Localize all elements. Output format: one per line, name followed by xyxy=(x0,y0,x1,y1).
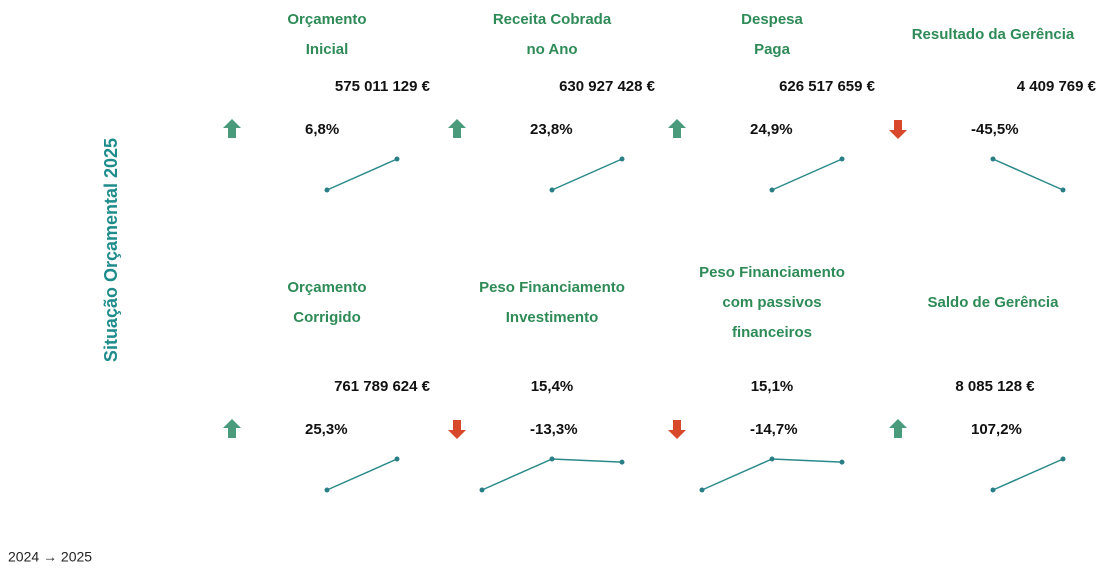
card-title: Corrigido xyxy=(293,309,361,326)
card-title: financeiros xyxy=(732,324,812,341)
sparkline-point xyxy=(619,156,625,162)
card-change: -45,5% xyxy=(971,121,1019,138)
dashboard-title: Situação Orçamental 2025 xyxy=(101,138,121,362)
card-value: 761 789 624 € xyxy=(334,378,431,395)
sparkline-point xyxy=(324,187,330,193)
sparkline-point xyxy=(990,487,996,493)
sparkline-point xyxy=(839,459,845,465)
card-change: 25,3% xyxy=(305,421,348,438)
kpi-card: Resultado da Gerência 4 409 769 € -45,5% xyxy=(889,26,1097,193)
kpi-card: Orçamento Corrigido 761 789 624 € 25,3% xyxy=(223,279,431,493)
kpi-card: Peso Financiamento com passivos financeiro… xyxy=(668,264,845,493)
card-value: 15,4% xyxy=(531,378,574,395)
sparkline xyxy=(551,158,623,191)
sparkline-point xyxy=(990,156,996,162)
card-change: -13,3% xyxy=(530,421,578,438)
sparkline xyxy=(481,458,623,491)
card-value: 626 517 659 € xyxy=(779,78,876,95)
arrow-up-icon xyxy=(223,419,241,438)
sparkline-point xyxy=(1060,456,1066,462)
card-change: 23,8% xyxy=(530,121,573,138)
sparkline xyxy=(992,458,1064,491)
sparkline-point xyxy=(394,156,400,162)
card-change: 6,8% xyxy=(305,121,339,138)
card-value: 15,1% xyxy=(751,378,794,395)
card-title: Despesa xyxy=(741,11,803,28)
card-change: 24,9% xyxy=(750,121,793,138)
sparkline-point xyxy=(479,487,485,493)
card-change: 107,2% xyxy=(971,421,1022,438)
arrow-up-icon xyxy=(223,119,241,138)
card-title: Receita Cobrada xyxy=(493,11,612,28)
sparkline-point xyxy=(619,459,625,465)
sparkline-point xyxy=(549,456,555,462)
arrow-up-icon xyxy=(448,119,466,138)
sparkline-point xyxy=(549,187,555,193)
card-value: 4 409 769 € xyxy=(1017,78,1097,95)
sparkline-point xyxy=(324,487,330,493)
arrow-up-icon xyxy=(889,419,907,438)
card-value: 575 011 129 € xyxy=(335,78,431,95)
kpi-card: Peso Financiamento Investimento 15,4% -13,3… xyxy=(448,279,625,493)
kpi-card: Receita Cobrada no Ano 630 927 428 € 23,8% xyxy=(448,11,656,193)
sparkline xyxy=(326,158,398,191)
sparkline xyxy=(992,158,1064,191)
kpi-card: Saldo de Gerência 8 085 128 € 107,2% xyxy=(889,294,1066,493)
footer: 2024 → 2025 xyxy=(8,549,92,565)
card-title: Saldo de Gerência xyxy=(928,294,1060,311)
card-title: Investimento xyxy=(506,309,599,326)
kpi-card: Despesa Paga 626 517 659 € 24,9% xyxy=(668,11,876,193)
card-title: Peso Financiamento xyxy=(699,264,845,281)
sparkline xyxy=(701,458,843,491)
card-title: Peso Financiamento xyxy=(479,279,625,296)
sparkline xyxy=(771,158,843,191)
card-change: -14,7% xyxy=(750,421,798,438)
sparkline-point xyxy=(839,156,845,162)
arrow-down-icon xyxy=(889,120,907,139)
card-title: Inicial xyxy=(306,41,349,58)
card-title: Paga xyxy=(754,41,791,58)
arrow-up-icon xyxy=(668,119,686,138)
arrow-down-icon xyxy=(448,420,466,439)
arrow-down-icon xyxy=(668,420,686,439)
card-value: 630 927 428 € xyxy=(559,78,656,95)
card-title: com passivos xyxy=(722,294,821,311)
sparkline-point xyxy=(699,487,705,493)
card-value: 8 085 128 € xyxy=(955,378,1035,395)
card-title: no Ano xyxy=(526,41,577,58)
kpi-card: Orçamento Inicial 575 011 129 € 6,8% xyxy=(223,11,431,193)
sparkline-point xyxy=(769,456,775,462)
sparkline-point xyxy=(1060,187,1066,193)
sparkline-point xyxy=(394,456,400,462)
sparkline xyxy=(326,458,398,491)
card-title: Orçamento xyxy=(287,11,366,28)
card-title: Resultado da Gerência xyxy=(912,26,1075,43)
sparkline-point xyxy=(769,187,775,193)
card-title: Orçamento xyxy=(287,279,366,296)
